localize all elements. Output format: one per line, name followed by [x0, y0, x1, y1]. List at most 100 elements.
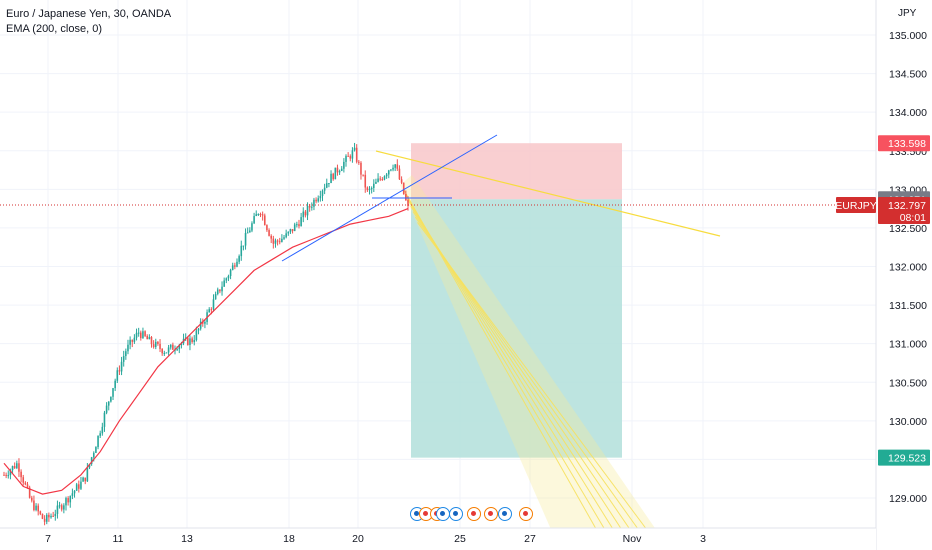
- ema-200-line: [3, 208, 409, 495]
- time-axis[interactable]: 7 11 13 18 20 25 27 Nov 3: [0, 527, 876, 550]
- candle: [82, 477, 84, 482]
- candle: [246, 232, 249, 234]
- price-tick-label: 130.500: [889, 377, 927, 389]
- symbol-tag[interactable]: EURJPY: [835, 200, 876, 212]
- price-axis-bg: [876, 0, 932, 550]
- reward-zone[interactable]: [411, 199, 622, 458]
- candle: [244, 233, 247, 246]
- last-price-bg: [878, 196, 930, 224]
- symbol-title[interactable]: Euro / Japanese Yen, 30, OANDA: [6, 8, 172, 20]
- candle: [212, 299, 215, 310]
- candle: [272, 238, 275, 244]
- candle: [227, 275, 230, 279]
- candle: [9, 470, 12, 476]
- time-tick-label: 20: [352, 533, 364, 545]
- gear-icon[interactable]: [449, 507, 463, 521]
- price-tick-label: 134.000: [889, 107, 927, 119]
- symbol-tag-bg: [836, 196, 876, 213]
- candle: [99, 433, 101, 436]
- candle: [54, 513, 57, 517]
- candle: [120, 361, 123, 372]
- flag-icon[interactable]: [484, 507, 498, 521]
- candle: [368, 189, 371, 191]
- candle: [131, 339, 134, 342]
- candle: [75, 484, 78, 491]
- candle: [50, 515, 52, 518]
- candle: [370, 187, 373, 190]
- candle: [169, 344, 172, 348]
- candle: [125, 351, 127, 357]
- candle: [238, 256, 240, 262]
- candle: [338, 170, 341, 173]
- candle: [37, 505, 40, 512]
- candle: [35, 505, 37, 511]
- candle: [13, 466, 16, 469]
- candle: [97, 435, 99, 448]
- candle: [372, 183, 375, 188]
- candle: [302, 211, 305, 218]
- candle: [163, 352, 166, 354]
- candle: [255, 214, 258, 217]
- candle: [18, 463, 20, 472]
- candle: [379, 178, 382, 180]
- candle: [387, 170, 390, 175]
- risk-zone[interactable]: [411, 143, 622, 200]
- gear-icon[interactable]: [498, 507, 512, 521]
- candle: [20, 471, 22, 478]
- stop-price-label: 133.598: [888, 138, 926, 150]
- candle: [150, 337, 153, 345]
- candle: [116, 370, 119, 381]
- candle: [383, 176, 386, 180]
- candle: [26, 484, 29, 488]
- flag-icon[interactable]: [467, 507, 481, 521]
- candle: [135, 332, 138, 338]
- candle: [336, 167, 339, 173]
- candle: [225, 278, 228, 281]
- candle: [319, 196, 322, 199]
- candle: [7, 475, 10, 477]
- candle: [204, 321, 206, 324]
- gear-icon[interactable]: [436, 507, 450, 521]
- candle: [283, 237, 285, 239]
- candle: [328, 183, 330, 185]
- candle: [58, 505, 61, 507]
- candle: [293, 224, 296, 232]
- candle: [289, 229, 292, 232]
- trendlines[interactable]: [281, 134, 498, 262]
- gear-dot: [440, 511, 445, 516]
- candle: [71, 493, 74, 496]
- time-tick-label: 27: [524, 533, 536, 545]
- candles: [3, 142, 409, 526]
- candle: [199, 321, 202, 329]
- candle: [340, 168, 343, 171]
- time-tick-label: 25: [454, 533, 466, 545]
- candle: [396, 164, 399, 169]
- indicator-title[interactable]: EMA (200, close, 0): [6, 23, 102, 35]
- flag-icon[interactable]: [519, 507, 533, 521]
- candle: [398, 168, 401, 180]
- candle: [189, 338, 191, 345]
- fib-fan-drawing[interactable]: [375, 150, 721, 550]
- position-zones[interactable]: [411, 143, 622, 458]
- candle: [296, 224, 298, 226]
- price-axis[interactable]: 135.000134.500134.000133.500133.000132.5…: [875, 0, 932, 550]
- stop-price-label-bg: [878, 135, 930, 152]
- candle: [24, 482, 27, 485]
- candle: [221, 286, 223, 292]
- candle: [345, 155, 347, 162]
- candle: [377, 178, 379, 182]
- candle: [187, 337, 189, 345]
- candle: [351, 150, 354, 159]
- candle: [360, 162, 362, 175]
- candle: [101, 426, 104, 434]
- candle: [88, 463, 91, 468]
- currency-unit: JPY: [898, 8, 917, 19]
- time-tick-label: Nov: [623, 533, 642, 545]
- candle: [137, 332, 140, 334]
- candle: [30, 497, 33, 501]
- candle: [253, 216, 255, 224]
- candle: [180, 343, 183, 346]
- candle: [112, 388, 114, 397]
- projection-line[interactable]: [375, 150, 721, 237]
